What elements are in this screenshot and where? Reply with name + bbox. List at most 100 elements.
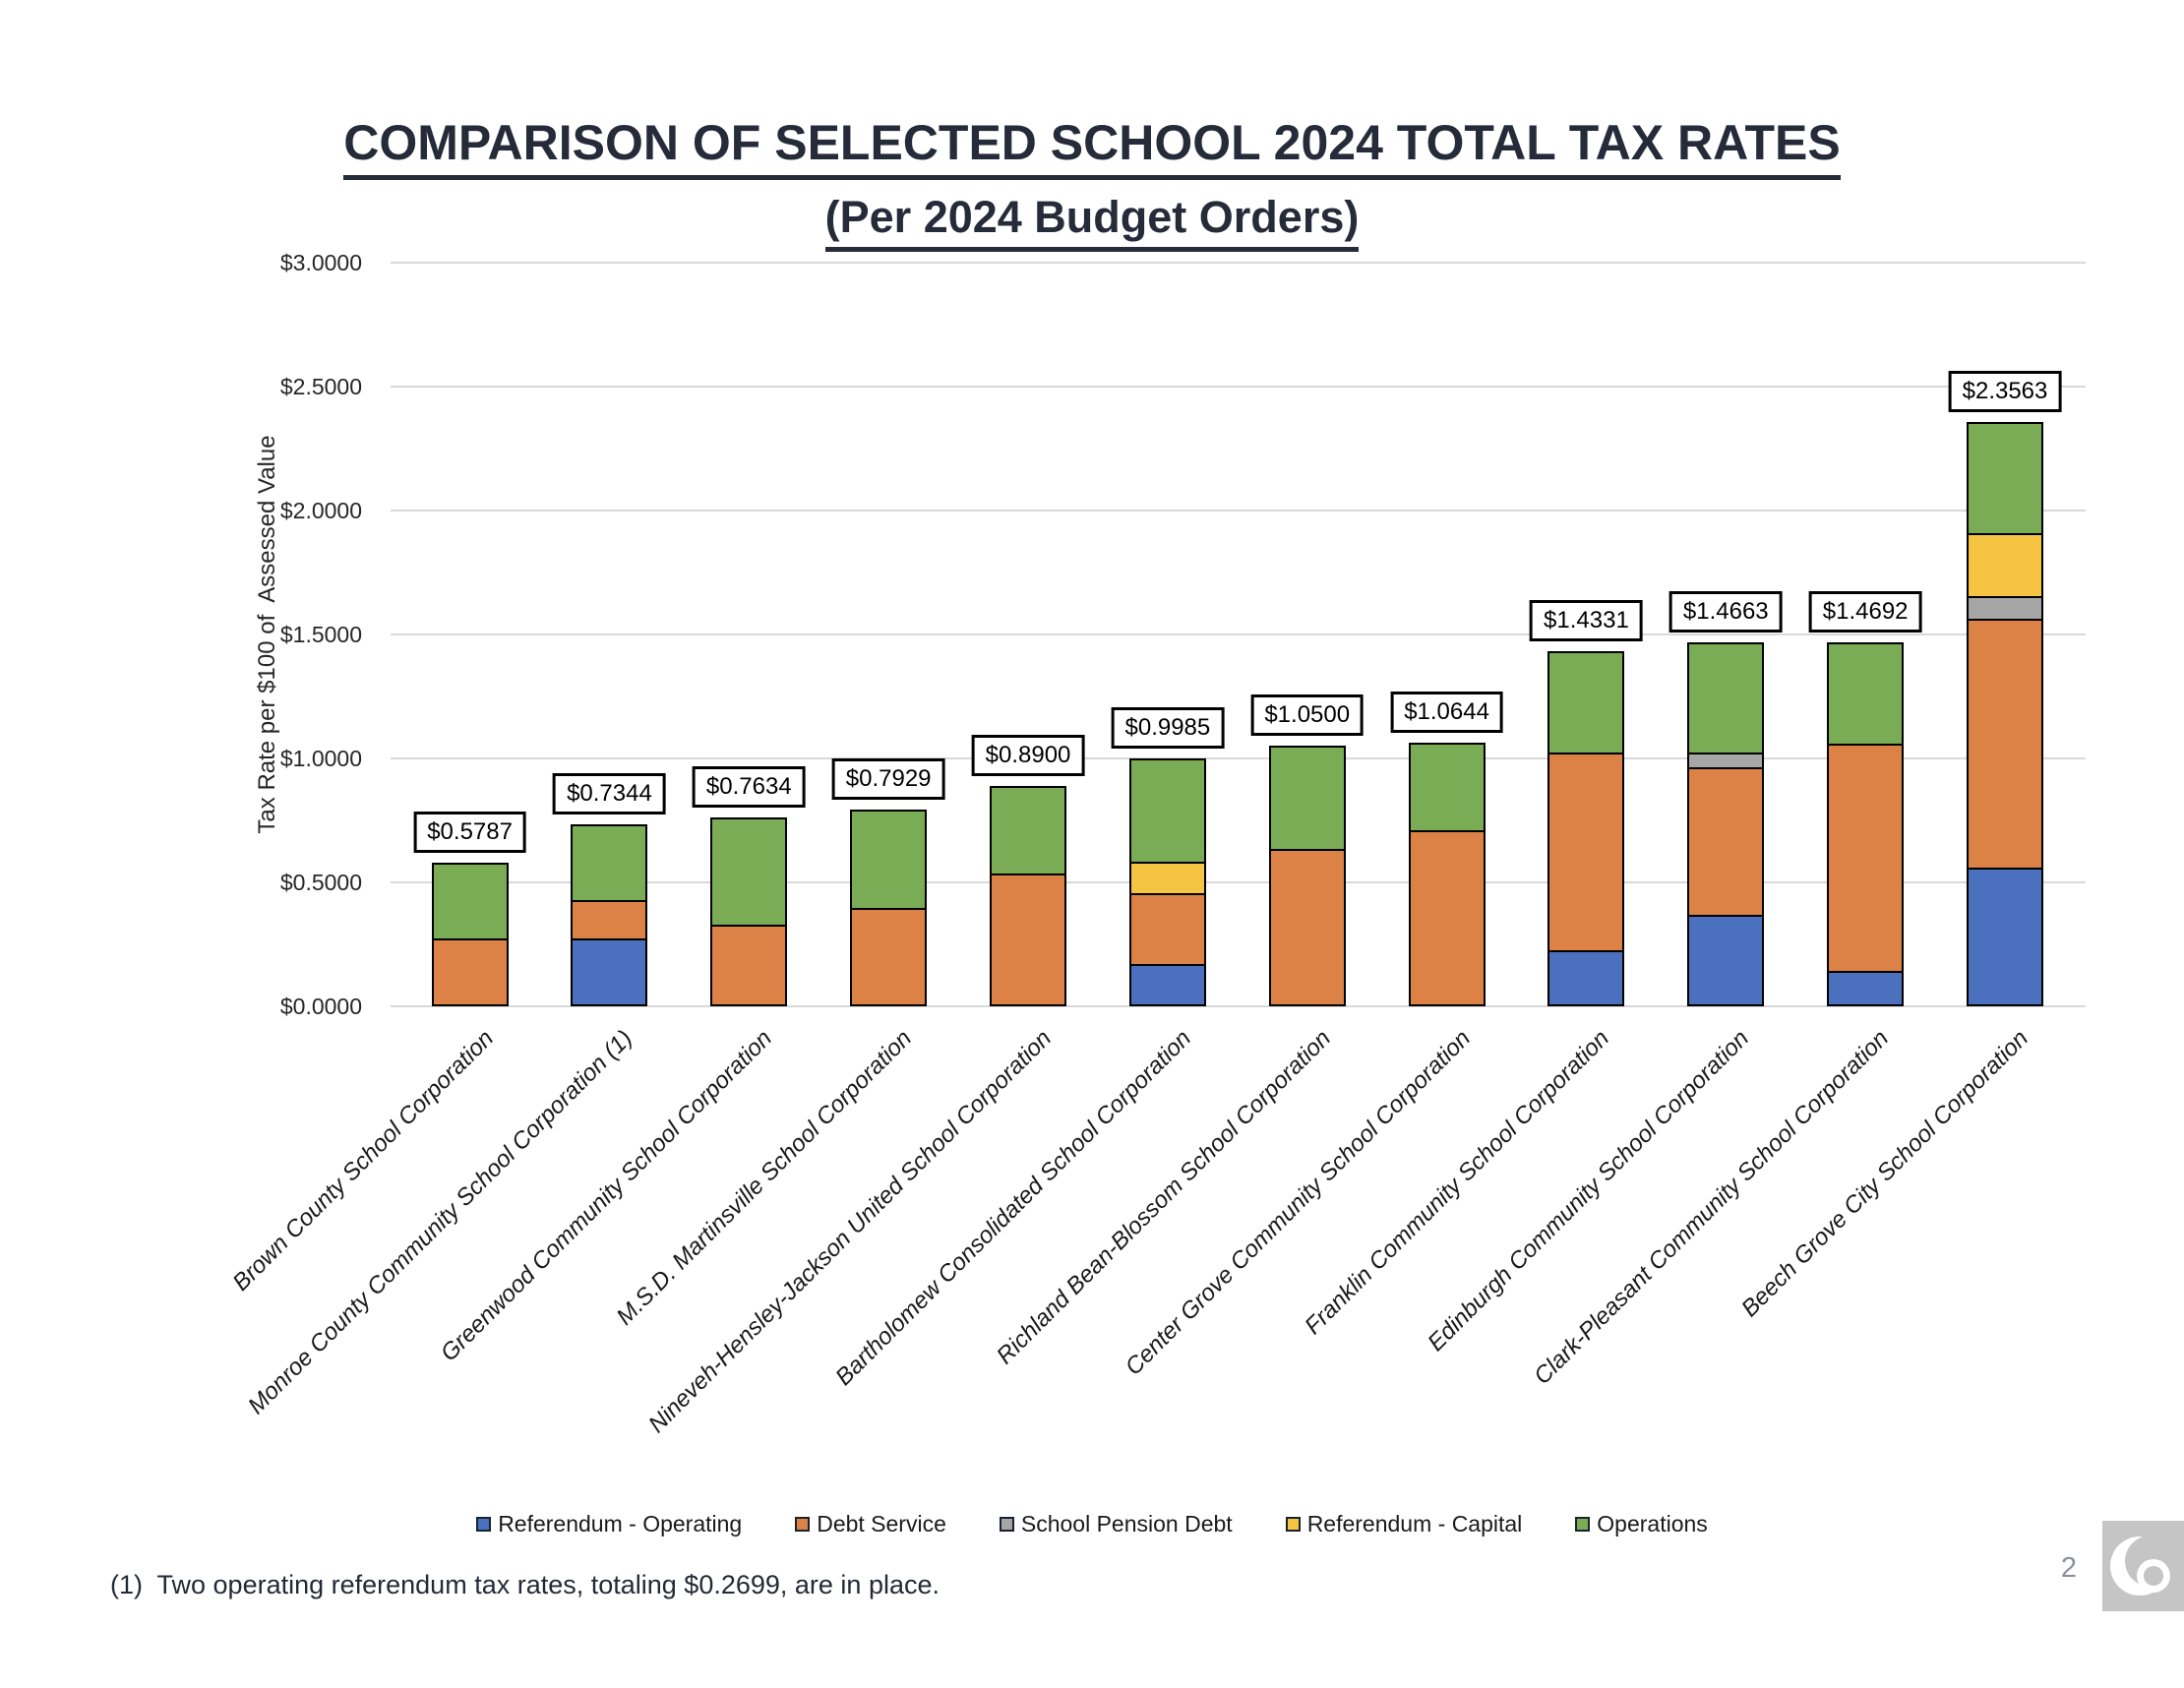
y-tick-label: $1.5000: [279, 622, 362, 647]
crescent-logo-icon: [2102, 1521, 2184, 1611]
x-tick-label: Brown County School Corporation: [227, 1025, 499, 1296]
segment-operations: [433, 865, 507, 938]
chart-title: COMPARISON OF SELECTED SCHOOL 2024 TOTAL…: [0, 114, 2184, 252]
bar-1: [431, 863, 509, 1006]
bar-9: [1547, 650, 1625, 1006]
legend-label: Operations: [1597, 1511, 1708, 1537]
segment-school-pension-debt: [1689, 753, 1763, 767]
x-tick-label: Beech Grove City School Corporation: [1736, 1025, 2034, 1323]
segment-operations: [1549, 652, 1623, 754]
y-tick-label: $2.5000: [279, 374, 362, 399]
segment-operations: [1969, 424, 2041, 534]
y-tick-label: $0.5000: [279, 870, 362, 895]
bar-11: [1827, 641, 1905, 1006]
segment-debt-service: [992, 873, 1065, 1004]
segment-referendum-operating: [573, 937, 646, 1004]
segment-debt-service: [573, 900, 646, 938]
legend-marker-icon: [1575, 1517, 1591, 1532]
segment-debt-service: [433, 937, 507, 1004]
segment-operations: [573, 825, 646, 901]
y-tick-label: $3.0000: [279, 250, 362, 275]
segment-operations: [1689, 644, 1763, 754]
legend-item-operations: Operations: [1575, 1511, 1708, 1537]
footnote: (1) Two operating referendum tax rates, …: [110, 1570, 940, 1599]
bar-8: [1408, 742, 1486, 1006]
legend-marker-icon: [795, 1517, 811, 1532]
segment-referendum-operating: [1130, 964, 1204, 1004]
x-tick-label: Center Grove Community School Corporatio…: [1120, 1025, 1476, 1381]
segment-debt-service: [1270, 848, 1344, 1004]
bar-total-label: $0.7634: [692, 765, 806, 808]
bar-3: [710, 816, 788, 1006]
segment-operations: [1270, 748, 1344, 849]
x-tick-label: Clark-Pleasant Community School Corporat…: [1529, 1025, 1895, 1390]
legend-label: Referendum - Capital: [1306, 1511, 1523, 1537]
bar-7: [1268, 746, 1346, 1006]
bar-total-label: $1.0500: [1250, 694, 1365, 737]
chart-legend: Referendum - Operating Debt Service School…: [0, 1511, 2184, 1537]
gridline: [391, 386, 2086, 388]
segment-debt-service: [1549, 753, 1623, 950]
y-tick-label: $0.0000: [279, 994, 362, 1019]
segment-referendum-operating: [1549, 949, 1623, 1004]
segment-school-pension-debt: [1969, 596, 2041, 620]
segment-debt-service: [1130, 893, 1204, 965]
page-number: 2: [2060, 1552, 2078, 1584]
segment-operations: [712, 818, 786, 925]
segment-operations: [992, 787, 1065, 874]
gridline: [391, 1005, 2086, 1007]
bar-2: [571, 823, 648, 1006]
bar-total-label: $1.4692: [1808, 590, 1922, 633]
legend-marker-icon: [476, 1517, 492, 1532]
segment-debt-service: [712, 924, 786, 1004]
segment-debt-service: [1689, 766, 1763, 915]
bar-total-label: $0.7929: [831, 758, 945, 801]
segment-operations: [852, 812, 926, 908]
x-tick-label: Edinburgh Community School Corporation: [1423, 1025, 1755, 1356]
gridline: [391, 510, 2086, 512]
segment-debt-service: [1969, 619, 2041, 868]
bar-5: [990, 785, 1067, 1006]
bar-total-label: $1.0644: [1390, 691, 1503, 733]
bar-total-label: $0.8900: [971, 734, 1085, 776]
y-tick-label: $1.0000: [279, 746, 362, 771]
x-tick-label: Franklin Community School Corporation: [1300, 1025, 1615, 1340]
chart-title-line2: (Per 2024 Budget Orders): [824, 192, 1360, 252]
bar-4: [850, 810, 928, 1006]
segment-referendum-capital: [1969, 533, 2041, 597]
bar-total-label: $0.9985: [1111, 707, 1225, 750]
y-tick-label: $2.0000: [279, 498, 362, 523]
legend-item-debt-service: Debt Service: [795, 1511, 946, 1537]
x-tick-label: Monroe County Community School Corporati…: [243, 1025, 638, 1420]
legend-item-referendum-operating: Referendum - Operating: [476, 1511, 742, 1537]
legend-marker-icon: [999, 1517, 1014, 1532]
segment-operations: [1410, 744, 1484, 830]
gridline: [391, 757, 2086, 759]
legend-label: Referendum - Operating: [498, 1511, 743, 1537]
segment-referendum-capital: [1130, 862, 1204, 894]
legend-item-school-pension-debt: School Pension Debt: [999, 1511, 1233, 1537]
legend-label: Debt Service: [817, 1511, 946, 1537]
x-tick-label: Bartholomew Consolidated School Corporat…: [830, 1025, 1196, 1391]
x-tick-label: Nineveh-Hensley-Jackson United School Co…: [643, 1025, 1058, 1438]
bar-total-label: $2.3563: [1948, 371, 2062, 413]
x-tick-label: M.S.D. Martinsville School Corporation: [611, 1025, 918, 1331]
segment-referendum-operating: [1969, 867, 2041, 1004]
segment-operations: [1829, 643, 1903, 745]
gridline: [391, 633, 2086, 635]
bar-10: [1687, 642, 1765, 1006]
bar-6: [1128, 758, 1206, 1006]
bar-total-label: $1.4331: [1530, 599, 1643, 641]
segment-referendum-operating: [1689, 914, 1763, 1004]
segment-operations: [1130, 760, 1204, 863]
legend-marker-icon: [1285, 1517, 1301, 1532]
x-tick-label: Richland Bean-Blossom School Corporation: [991, 1025, 1336, 1370]
bar-total-label: $0.7344: [553, 772, 666, 814]
x-tick-label: Greenwood Community School Corporation: [436, 1025, 778, 1367]
legend-label: School Pension Debt: [1020, 1511, 1233, 1537]
segment-debt-service: [1410, 829, 1484, 1004]
gridline: [391, 881, 2086, 883]
segment-debt-service: [1829, 744, 1903, 971]
bar-total-label: $0.5787: [413, 812, 526, 854]
